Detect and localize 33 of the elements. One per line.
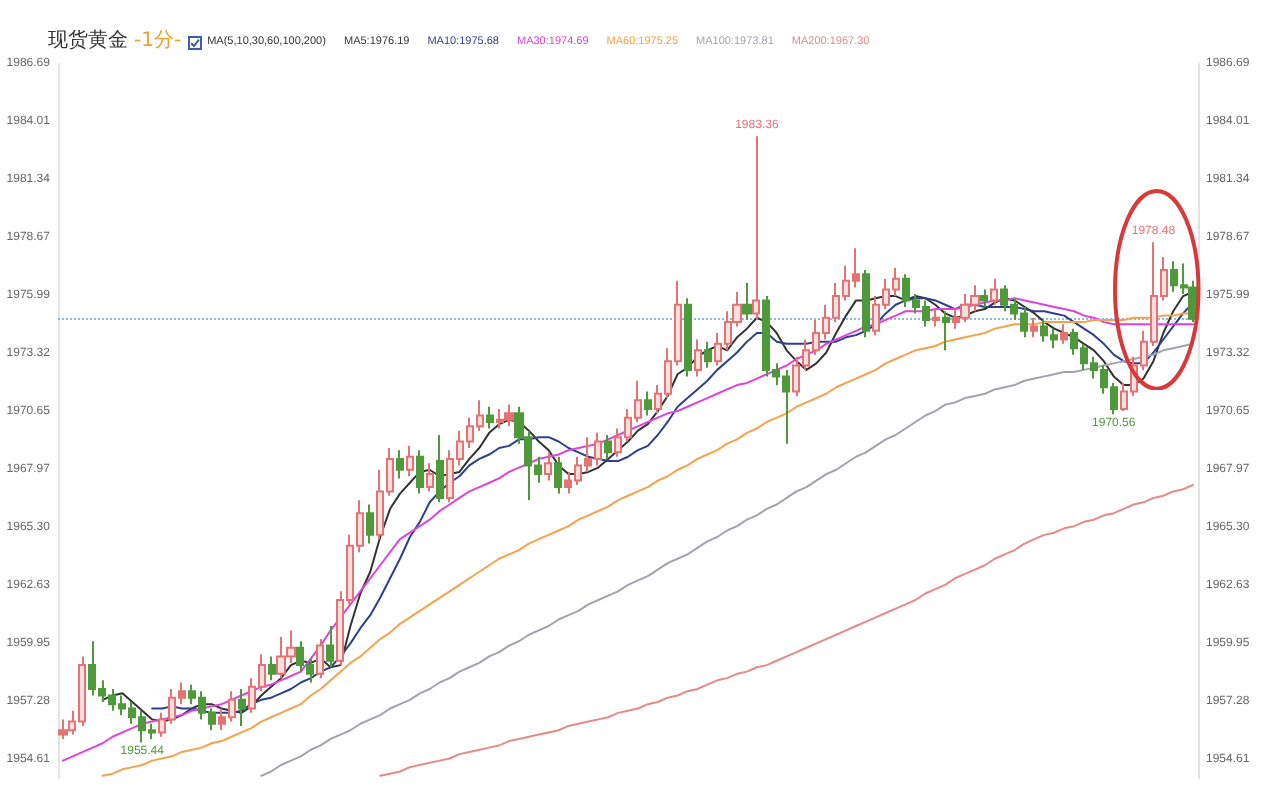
candlestick xyxy=(704,340,712,369)
candlestick xyxy=(316,638,324,680)
line-series xyxy=(379,483,1195,777)
candlestick xyxy=(644,390,652,417)
candlestick xyxy=(1030,316,1038,339)
candlestick xyxy=(942,310,950,352)
candlestick xyxy=(694,338,702,378)
candlestick xyxy=(554,455,562,495)
candlestick xyxy=(1060,323,1068,345)
candlestick xyxy=(416,449,424,495)
candlestick xyxy=(980,288,988,308)
candlestick xyxy=(684,297,692,378)
candlestick xyxy=(238,687,246,727)
candlestick xyxy=(58,718,68,740)
candlestick xyxy=(396,449,404,480)
line-series xyxy=(260,342,1195,777)
candlestick xyxy=(426,462,434,493)
candlestick xyxy=(742,282,752,321)
candlestick xyxy=(486,405,494,430)
candlestick xyxy=(326,625,334,669)
candlestick xyxy=(862,269,870,339)
candlestick xyxy=(990,277,998,306)
candlestick xyxy=(268,655,276,682)
candlestick xyxy=(366,503,374,545)
candlestick xyxy=(436,434,444,504)
candlestick xyxy=(504,403,514,428)
chart-subtitle: -1分- xyxy=(134,30,182,54)
candlestick xyxy=(604,434,612,460)
candlestick xyxy=(752,135,760,321)
chart-title: 现货黄金 xyxy=(48,30,128,54)
candlestick xyxy=(932,308,940,328)
candlestick xyxy=(544,451,552,482)
candlestick xyxy=(406,444,414,478)
